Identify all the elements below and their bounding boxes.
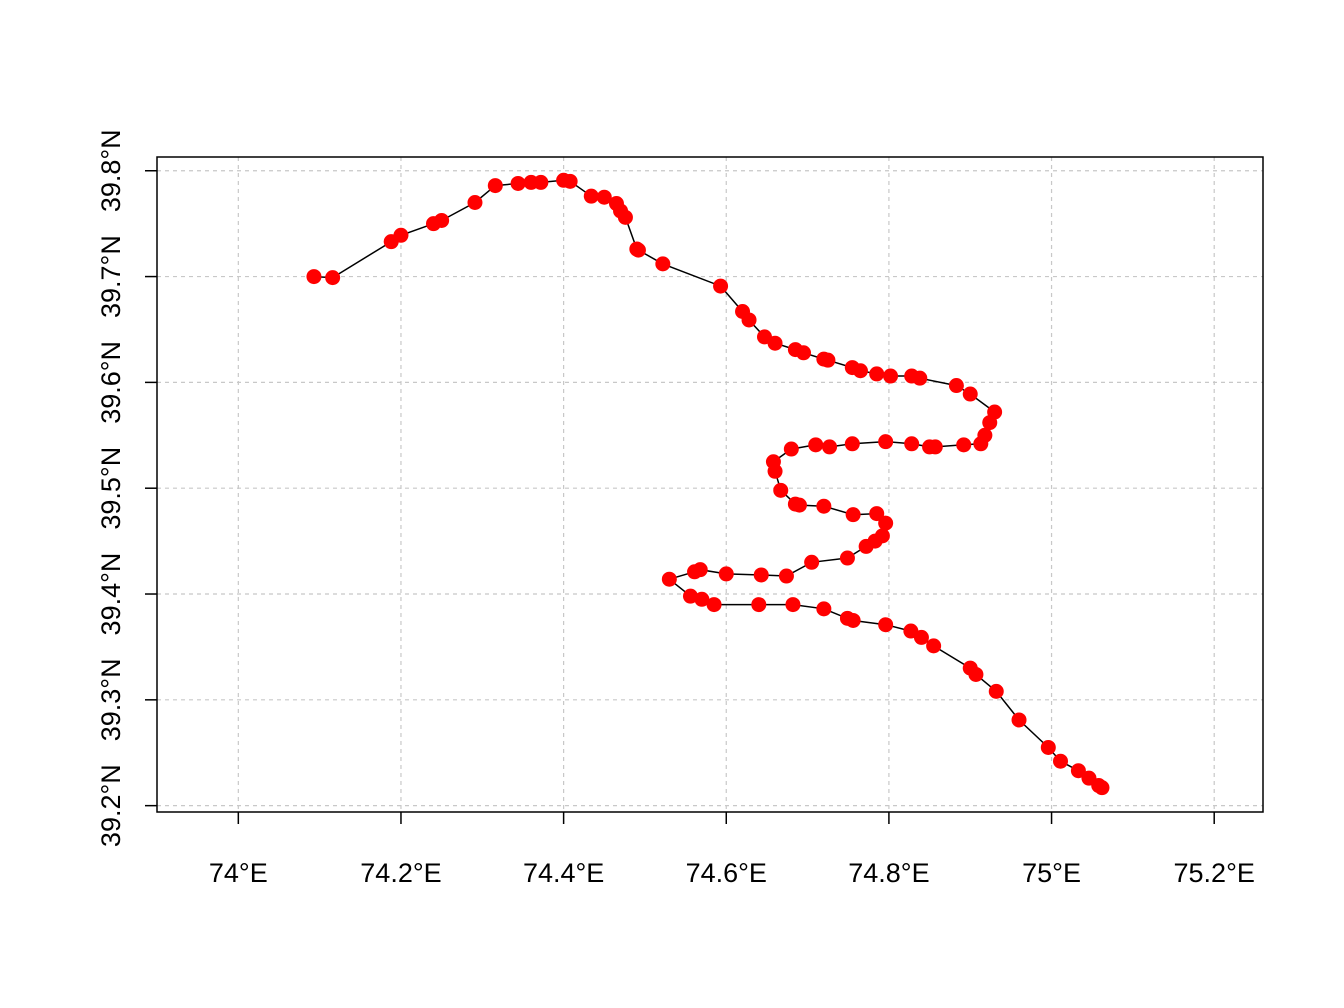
x-tick-label: 74.6°E [686,858,767,888]
track-point [713,278,729,294]
track-point [845,612,861,628]
track-point [1040,739,1056,755]
y-tick-label: 39.7°N [96,235,126,318]
track-point [926,638,942,654]
x-tick-label: 74°E [209,858,268,888]
track-line [313,179,1103,789]
track-point [968,666,984,682]
track-point [852,363,868,379]
track-point [325,270,341,286]
track-point [988,683,1004,699]
track-point [694,591,710,607]
track-point [956,437,972,453]
track-point [767,335,783,351]
track-points [306,172,1110,796]
track-point [962,386,978,402]
track-point [804,554,820,570]
y-tick-label: 39.3°N [96,658,126,741]
y-tick-label: 39.6°N [96,341,126,424]
track-point [796,345,812,361]
track-point [1094,780,1110,796]
track-point [839,550,855,566]
track-point [973,436,989,452]
track-point [687,564,703,580]
track-point [596,189,612,205]
track-point [583,188,599,204]
track-point [816,498,832,514]
track-point [845,507,861,523]
track-point [306,269,322,285]
track-point [878,617,894,633]
track-point [751,597,767,613]
track-point [913,629,929,645]
track-point [487,178,503,194]
track-point [791,497,807,513]
track-point [785,597,801,613]
track-point [858,538,874,554]
track-point [922,439,938,455]
track-point [655,256,671,272]
x-tick-label: 75°E [1022,858,1081,888]
track-point [948,378,964,394]
plot-frame [156,156,1264,813]
track-point [434,212,450,228]
track-point [783,441,799,457]
y-tick-label: 39.4°N [96,553,126,636]
track-point [878,515,894,531]
track-point [533,174,549,190]
grid-lines [157,157,1263,812]
track-point [741,312,757,328]
track-point [393,227,409,243]
track-point [778,568,794,584]
track-point [883,368,899,384]
x-axis: 74°E 74.2°E 74.4°E 74.6°E 74.8°E 75°E 75.2°E [209,812,1255,888]
track-point [808,437,824,453]
x-tick-label: 74.2°E [360,858,441,888]
track-point [1053,753,1069,769]
track-point [661,571,677,587]
y-tick-label: 39.8°N [96,129,126,212]
y-tick-label: 39.2°N [96,764,126,847]
track-point [767,463,783,479]
track-point [822,439,838,455]
x-tick-label: 74.8°E [848,858,929,888]
x-tick-label: 75.2°E [1174,858,1255,888]
y-tick-label: 39.5°N [96,447,126,530]
track-point [878,434,894,450]
track-point [510,175,526,191]
track-point [718,566,734,582]
track-point [467,195,483,211]
track-point [820,352,836,368]
track-point [617,209,633,225]
track-point [904,436,920,452]
track-point [844,436,860,452]
track-point [773,482,789,498]
track-point [816,601,832,617]
track-point [753,567,769,583]
track-point [1070,763,1086,779]
track-point [562,173,578,189]
track-point [982,415,998,431]
track-point [869,366,885,382]
x-tick-label: 74.4°E [523,858,604,888]
y-axis: 39.2°N 39.3°N 39.4°N 39.5°N 39.6°N 39.7°N 39.8… [96,129,157,847]
track-point [912,370,928,386]
track-point [682,588,698,604]
track-point [1011,712,1027,728]
track-line-layer [313,179,1103,789]
track-point [869,506,885,522]
track-point [630,242,646,258]
track-point [706,597,722,613]
